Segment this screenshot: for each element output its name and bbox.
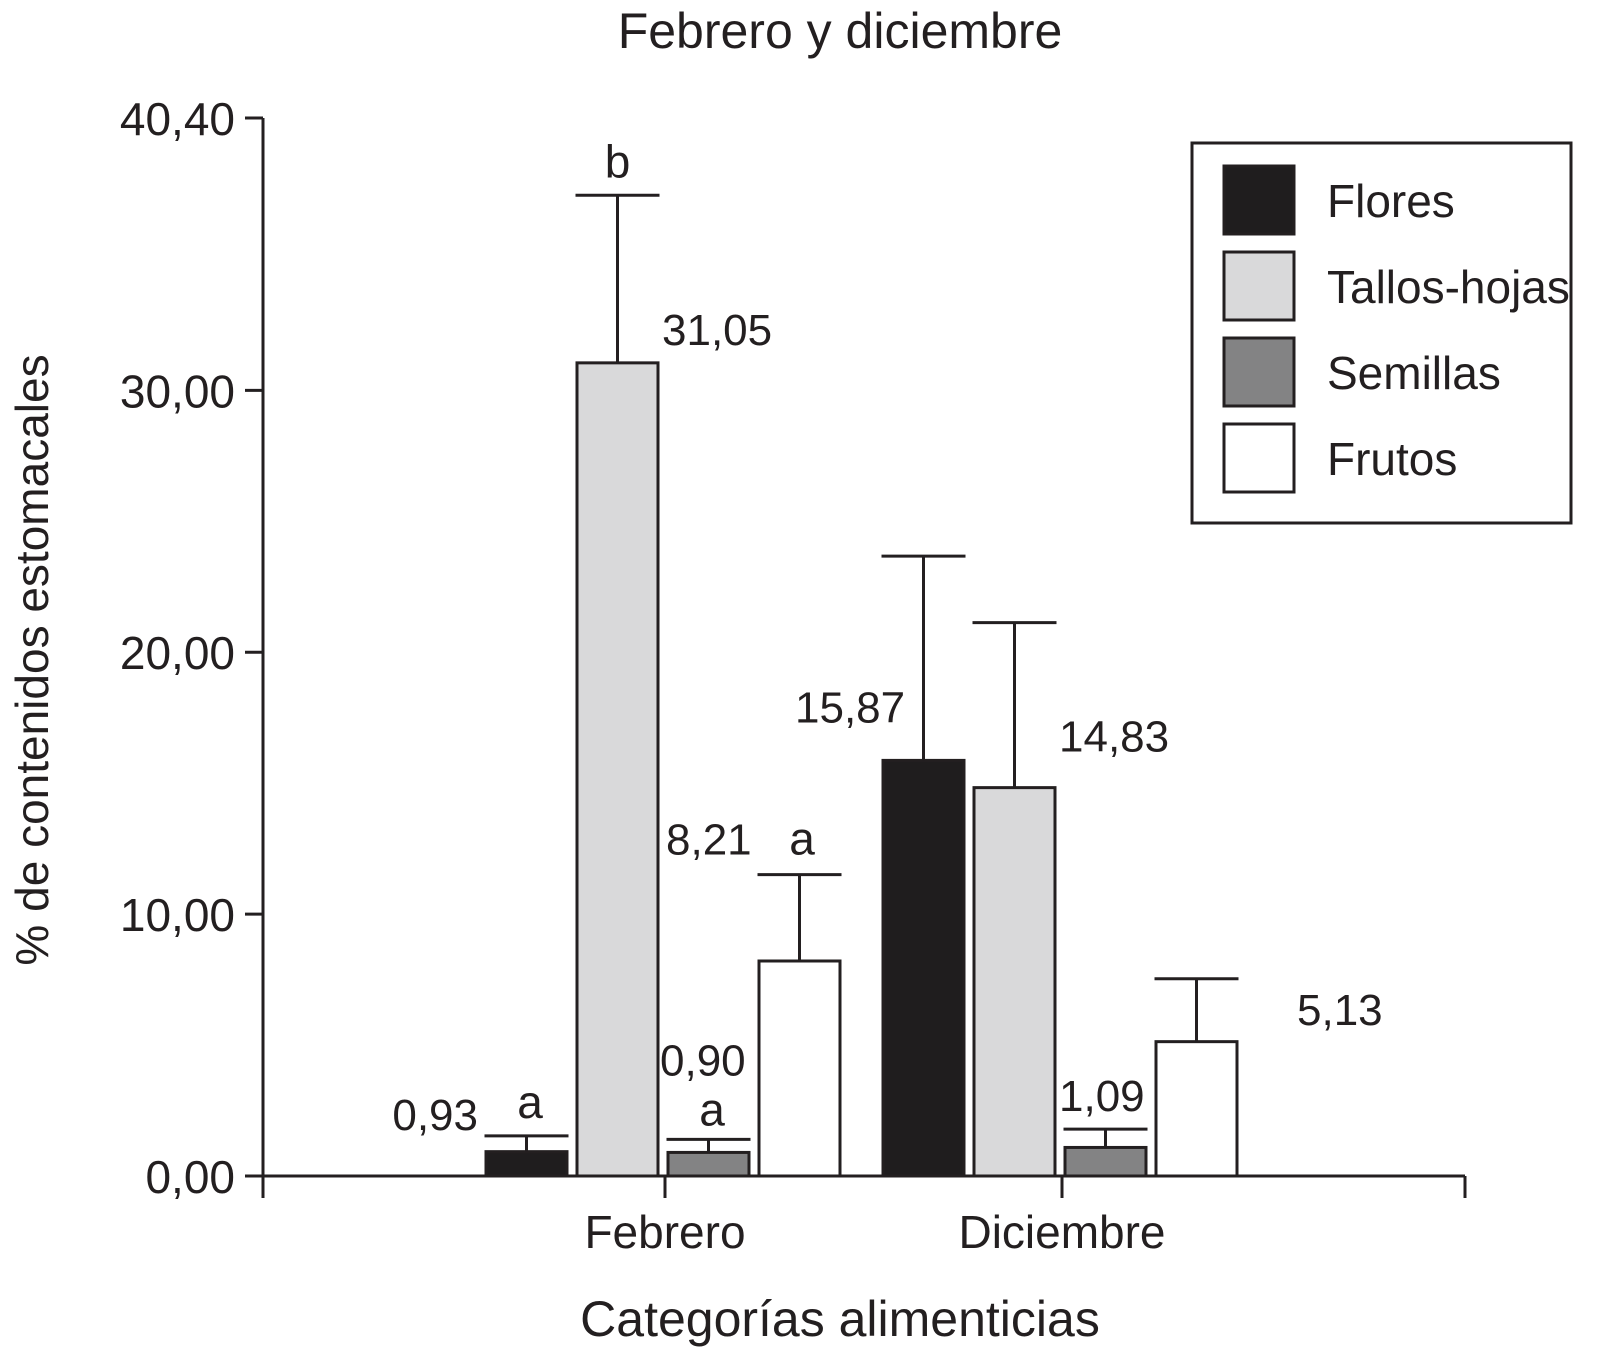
x-tick-label: Diciembre [958,1206,1165,1258]
bar [1154,1040,1239,1178]
bar [666,1150,751,1178]
significance-letter: a [517,1076,543,1128]
x-tick-label: Febrero [584,1206,745,1258]
legend-swatch [1222,250,1296,322]
bar [972,786,1057,1178]
data-label: 0,93 [392,1091,478,1140]
y-tick-label: 10,00 [120,889,235,941]
data-label: 14,83 [1059,713,1169,762]
data-label: 31,05 [662,306,772,355]
y-tick-label: 0,00 [145,1151,235,1203]
bar [881,758,966,1178]
legend-label: Frutos [1327,433,1457,485]
legend-label: Semillas [1327,347,1501,399]
y-axis-label: % de contenidos estomacales [6,354,58,965]
legend-swatch [1222,336,1296,408]
legend-swatch [1222,422,1296,494]
y-tick-label: 40,40 [120,93,235,145]
data-label: 15,87 [795,683,905,732]
bar [757,959,842,1178]
chart-title: Febrero y diciembre [618,3,1063,59]
y-tick-label: 30,00 [120,365,235,417]
legend-label: Flores [1327,175,1455,227]
data-label: 8,21 [666,816,752,865]
y-tick-label: 20,00 [120,627,235,679]
bar [484,1150,569,1178]
significance-letter: a [699,1083,725,1135]
significance-letter: a [789,813,815,865]
legend-label: Tallos-hojas [1327,261,1570,313]
legend-swatch [1222,164,1296,236]
data-label: 5,13 [1297,986,1383,1035]
significance-letter: b [605,135,631,187]
bar [1063,1145,1148,1178]
x-axis-label: Categorías alimenticias [580,1291,1100,1347]
legend: Flores Tallos-hojas Semillas Frutos [1190,141,1573,525]
bar [575,361,660,1178]
data-label: 1,09 [1059,1072,1145,1121]
axes: 0,00 10,00 20,00 30,00 40,40 Febrero Diciembre [120,93,1467,1258]
data-label: 0,90 [660,1036,746,1085]
